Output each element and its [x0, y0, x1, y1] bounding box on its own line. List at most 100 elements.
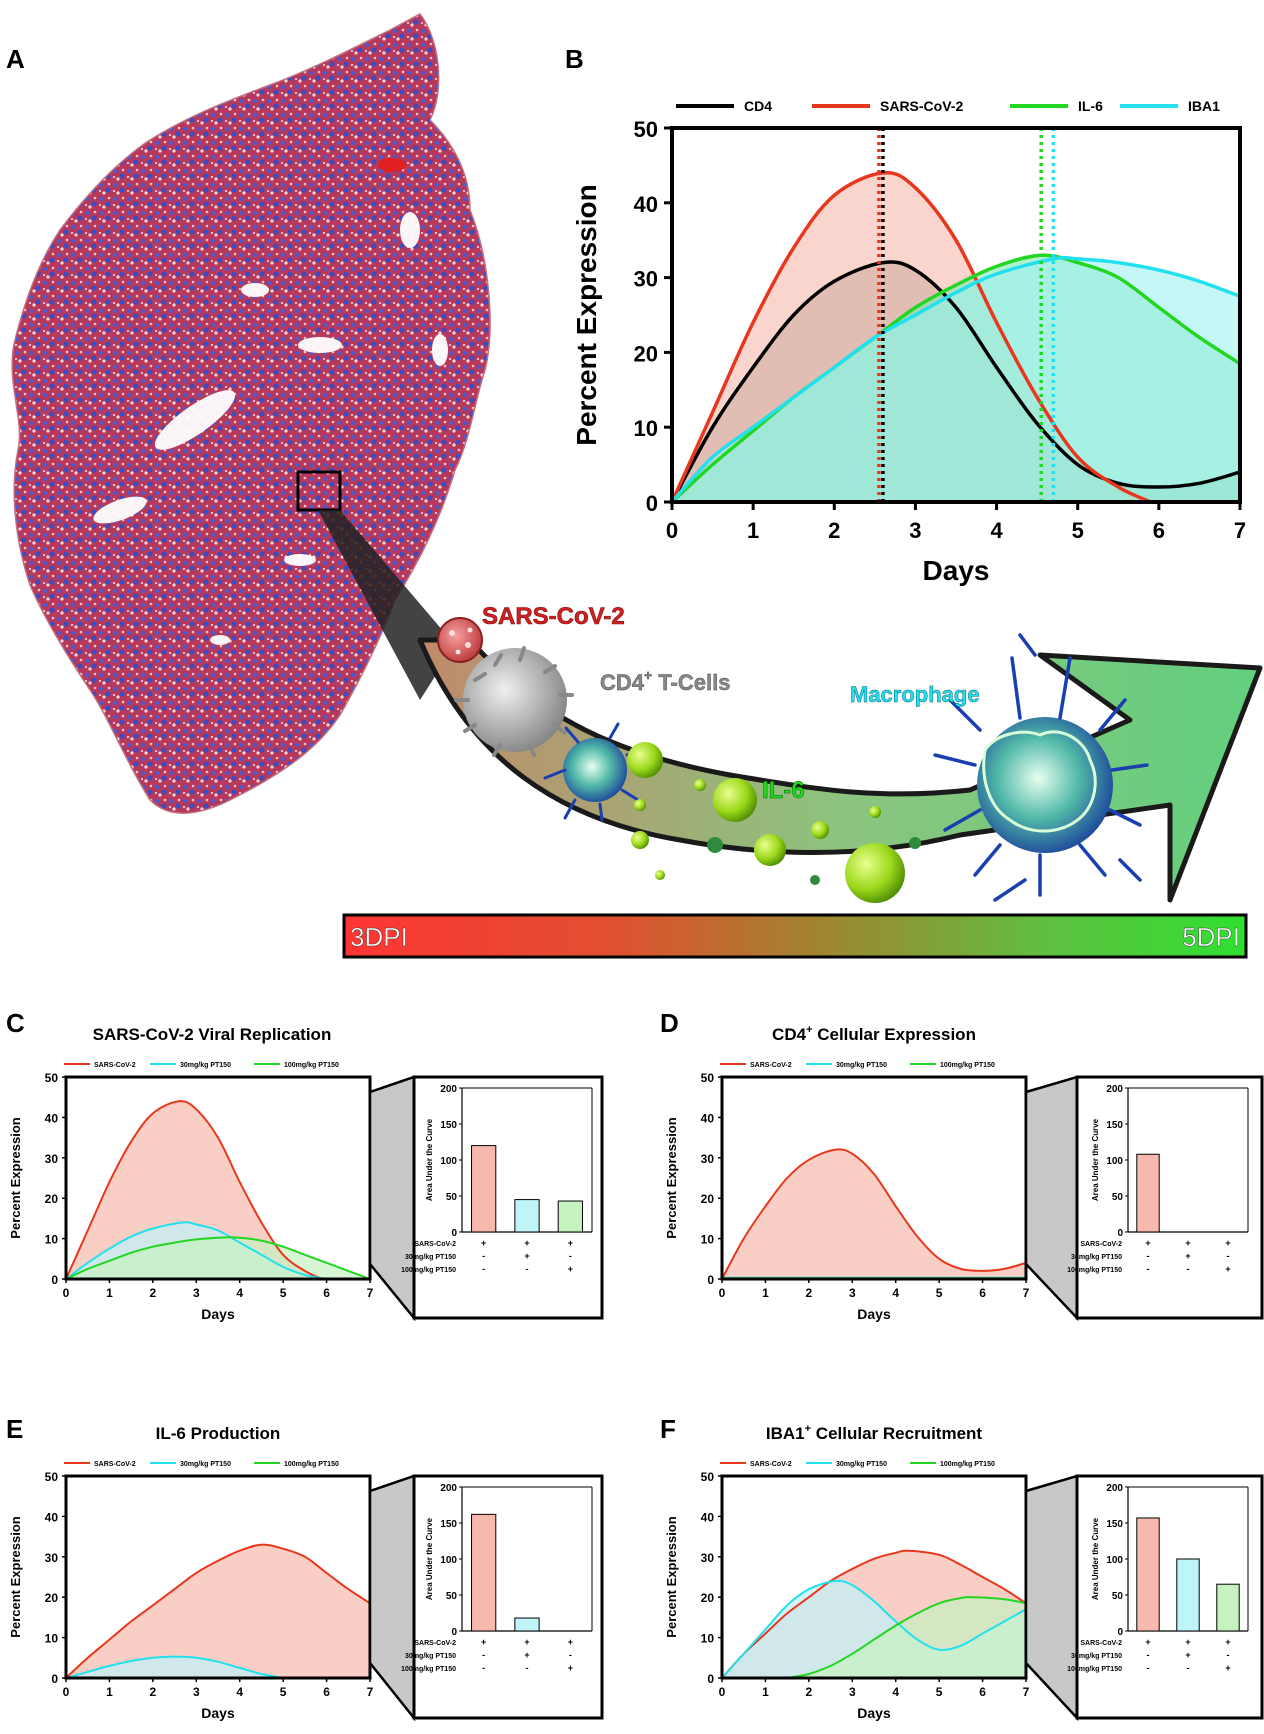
x-tick-label: 4 — [236, 1286, 243, 1300]
legend-entry: IL-6 — [1078, 98, 1103, 114]
chart-f: 0 1 2 3 4 5 6 7 0 10 20 30 40 50 Days Percent Expressio… — [664, 1423, 1264, 1722]
x-tick-label: 5 — [936, 1286, 943, 1300]
auc-bar — [1136, 1517, 1160, 1632]
x-tick-label: 3 — [193, 1286, 200, 1300]
legend-entry: 100mg/kg PT150 — [284, 1461, 339, 1468]
x-tick-label: 3 — [193, 1685, 200, 1699]
inset-y-tick-label: 0 — [451, 1228, 457, 1239]
line-f-series-2 — [786, 1596, 1027, 1679]
inset-sign: - — [1227, 1650, 1230, 1660]
x-tick-label: 2 — [828, 518, 840, 543]
x-tick-label: 3 — [909, 518, 921, 543]
zoom-connector — [1024, 1474, 1079, 1722]
y-tick-label: 40 — [701, 1111, 715, 1125]
x-tick-label: 4 — [990, 518, 1003, 543]
panel-label-f: F — [660, 1414, 676, 1444]
x-axis-label: Days — [857, 1306, 891, 1322]
y-tick-label: 10 — [45, 1632, 59, 1646]
y-tick-label: 50 — [634, 117, 658, 142]
inset-sign: - — [526, 1264, 529, 1274]
x-tick-label: 2 — [806, 1685, 813, 1699]
inset-sign: - — [482, 1663, 485, 1673]
auc-bar — [557, 1200, 583, 1233]
y-tick-label: 50 — [45, 1071, 59, 1085]
inset-row-label: SARS-CoV-2 — [1080, 1640, 1122, 1647]
line-b-series-2 — [670, 253, 1241, 504]
inset-y-label: Area Under the Curve — [425, 1517, 434, 1600]
gradient-label-right: 5DPI — [1182, 922, 1240, 952]
inset-y-tick-label: 100 — [440, 1555, 457, 1566]
line-e-series-0 — [65, 1543, 371, 1679]
x-tick-label: 2 — [150, 1685, 157, 1699]
x-tick-label: 4 — [236, 1685, 243, 1699]
y-tick-label: 30 — [701, 1551, 715, 1565]
x-tick-label: 4 — [892, 1685, 899, 1699]
inset-row-label: 100mg/kg PT150 — [1067, 1666, 1122, 1673]
auc-bar — [514, 1199, 540, 1233]
chart-title: IL-6 Production — [156, 1424, 281, 1443]
legend-e: SARS-CoV-2 30mg/kg PT150 100mg/kg PT150 — [64, 1461, 339, 1468]
inset-y-label: Area Under the Curve — [425, 1118, 434, 1201]
y-tick-label: 30 — [45, 1152, 59, 1166]
inset-sign: - — [1187, 1264, 1190, 1274]
chart-c: 0 1 2 3 4 5 6 7 0 10 20 30 40 50 Days Percent Expressio… — [8, 1025, 604, 1322]
inset-frame — [412, 1075, 604, 1320]
virus-label: SARS-CoV-2 — [482, 603, 625, 630]
inset-sign: - — [482, 1251, 485, 1261]
inset-sign: - — [1147, 1251, 1150, 1261]
inset-y-tick-label: 0 — [1117, 1228, 1123, 1239]
chart-b: 0 1 2 3 4 5 6 7 0 10 20 30 40 50 Days Percent Expressio… — [571, 98, 1246, 586]
inset-y-tick-label: 50 — [446, 1192, 458, 1203]
inset-sign: + — [1145, 1637, 1150, 1647]
y-tick-label: 0 — [51, 1273, 58, 1287]
x-tick-label: 0 — [63, 1286, 70, 1300]
inset-sign: + — [524, 1650, 529, 1660]
inset-y-tick-label: 200 — [440, 1483, 457, 1494]
y-tick-label: 20 — [45, 1192, 59, 1206]
inset-sign: + — [524, 1251, 529, 1261]
x-tick-label: 0 — [719, 1286, 726, 1300]
il6-label: IL-6 — [762, 777, 805, 804]
inset-sign: + — [524, 1238, 529, 1248]
inset-y-tick-label: 150 — [440, 1120, 457, 1131]
inset-y-tick-label: 150 — [1106, 1519, 1123, 1530]
x-tick-label: 3 — [849, 1685, 856, 1699]
x-tick-label: 3 — [849, 1286, 856, 1300]
y-axis-label: Percent Expression — [8, 1117, 23, 1238]
area-c-series-0 — [66, 1101, 323, 1279]
inset-sign: - — [569, 1251, 572, 1261]
y-tick-label: 10 — [701, 1233, 715, 1247]
y-tick-label: 50 — [701, 1470, 715, 1484]
chart-title-rest: Cellular Recruitment — [811, 1424, 982, 1443]
y-tick-label: 40 — [45, 1111, 59, 1125]
legend-entry: 100mg/kg PT150 — [940, 1062, 995, 1069]
inset-row-label: 100mg/kg PT150 — [401, 1267, 456, 1274]
auc-bar — [471, 1145, 497, 1233]
legend-entry: 30mg/kg PT150 — [836, 1062, 887, 1069]
inset-row-label: 100mg/kg PT150 — [401, 1666, 456, 1673]
x-tick-label: 5 — [1072, 518, 1084, 543]
x-axis-label: Days — [857, 1705, 891, 1721]
auc-bar — [514, 1617, 540, 1632]
y-tick-label: 30 — [701, 1152, 715, 1166]
pathway-illustration: SARS-CoV-2 CD4+ T-Cells IL-6 — [318, 510, 1263, 903]
cd4-label: CD4+ T-Cells — [600, 667, 730, 695]
x-tick-label: 1 — [747, 518, 759, 543]
y-tick-label: 40 — [701, 1510, 715, 1524]
inset-y-label: Area Under the Curve — [1091, 1118, 1100, 1201]
y-axis-label: Percent Expression — [8, 1516, 23, 1637]
x-tick-label: 7 — [1023, 1286, 1030, 1300]
inset-y-tick-label: 100 — [1106, 1555, 1123, 1566]
x-tick-label: 7 — [1234, 518, 1246, 543]
legend-b: CD4 SARS-CoV-2 IL-6 IBA1 — [676, 98, 1220, 114]
x-tick-label: 0 — [63, 1685, 70, 1699]
x-tick-label: 1 — [762, 1286, 769, 1300]
legend-c: SARS-CoV-2 30mg/kg PT150 100mg/kg PT150 — [64, 1062, 339, 1069]
chart-e: 0 1 2 3 4 5 6 7 0 10 20 30 40 50 Days Percent Expressio… — [8, 1424, 604, 1722]
legend-entry: IBA1 — [1188, 98, 1220, 114]
x-tick-label: 5 — [936, 1685, 943, 1699]
y-axis-label: Percent Expression — [664, 1117, 679, 1238]
line-c-series-2 — [65, 1236, 371, 1280]
auc-inset-c: 0 50 100 150 200 Area Under the Curve SARS-CoV… — [368, 1075, 604, 1322]
